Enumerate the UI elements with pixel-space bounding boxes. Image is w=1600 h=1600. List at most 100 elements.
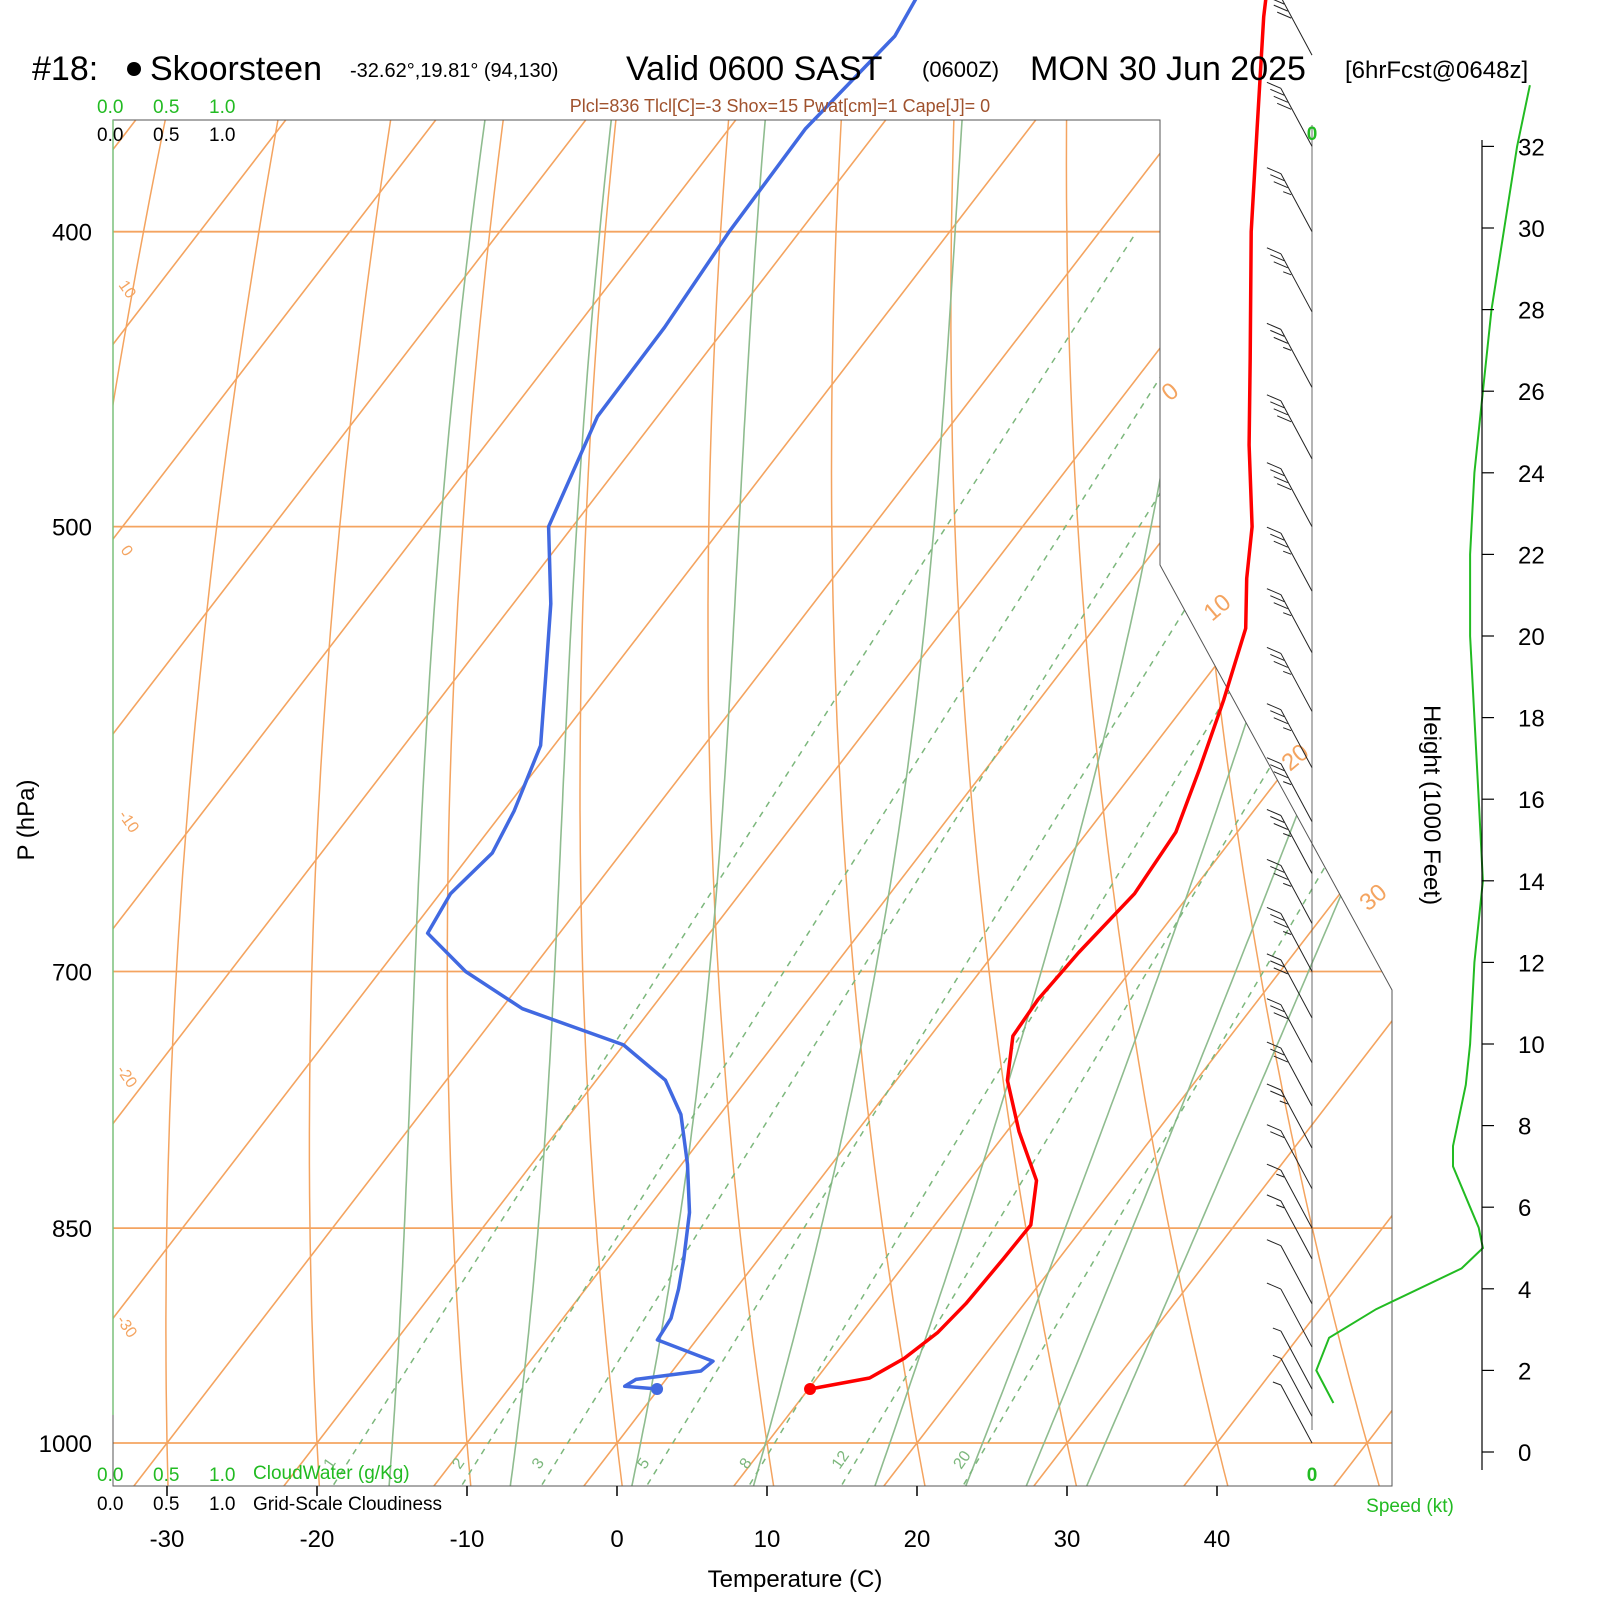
temp-tick-label: -30 <box>150 1526 185 1553</box>
isotherm-line <box>113 120 271 1486</box>
isotherm-line <box>1016 120 1392 1486</box>
wind-barb <box>1266 462 1313 527</box>
barb-half-flag <box>1283 670 1292 675</box>
dry-adiabat <box>579 120 698 1486</box>
barb-shaft <box>1280 1200 1313 1260</box>
height-tick-label: 26 <box>1518 379 1545 406</box>
barb-shaft <box>1280 400 1313 460</box>
isotherm-label: 10 <box>1199 589 1237 627</box>
speed-axis-title: Speed (kt) <box>1366 1496 1454 1517</box>
barb-flag <box>1270 469 1285 477</box>
height-tick-label: 16 <box>1518 787 1545 814</box>
barb-flag <box>1273 4 1288 12</box>
height-tick-label: 24 <box>1518 461 1545 488</box>
barb-shaft <box>1280 653 1313 712</box>
cloudiness-tick-top: 0.0 <box>97 125 123 146</box>
barb-flag <box>1273 602 1288 610</box>
barb-flag <box>1270 595 1285 603</box>
height-tick-label: 32 <box>1518 134 1545 161</box>
mixing-ratio-label: 3 <box>529 1455 548 1472</box>
wind-barb <box>1266 1194 1313 1260</box>
valid-date: MON 30 Jun 2025 <box>1030 50 1306 88</box>
valid-time: Valid 0600 SAST <box>626 50 882 88</box>
mixing-ratio-label: 5 <box>634 1455 653 1472</box>
barb-half-flag <box>1283 931 1292 935</box>
barb-flag <box>1266 809 1282 816</box>
barb-shaft <box>1280 1130 1313 1189</box>
diagram-border <box>112 119 1393 1487</box>
height-tick-label: 6 <box>1518 1195 1531 1222</box>
dry-adiabat <box>1065 120 1235 1486</box>
isotherm-line <box>113 120 1021 1486</box>
barb-flag <box>1266 394 1282 402</box>
barb-flag <box>1266 526 1282 534</box>
pressure-tick-label: 400 <box>52 220 92 247</box>
dry-adiabat <box>446 120 598 1486</box>
barb-half-flag <box>1276 1173 1285 1178</box>
height-tick-label: 8 <box>1518 1114 1531 1141</box>
stability-indices: Plcl=836 Tlcl[C]=-3 Shox=15 Pwat[cm]=1 C… <box>570 96 990 116</box>
height-tick-label: 10 <box>1518 1032 1545 1059</box>
barb-flag <box>1266 858 1282 866</box>
barb-half-flag <box>1276 1204 1285 1209</box>
isotherm-line <box>866 120 1392 1486</box>
pressure-tick-label: 850 <box>52 1216 92 1243</box>
barb-half-flag <box>1283 271 1292 276</box>
temp-tick-label: 30 <box>1054 1526 1081 1553</box>
barb-flag <box>1270 174 1285 182</box>
barb-flag <box>1273 1012 1288 1020</box>
isotherm-line <box>716 120 1392 1486</box>
wind-barb <box>1272 1327 1313 1390</box>
barb-flag <box>1273 408 1288 416</box>
wind-barb <box>1266 526 1313 592</box>
isotherm-line <box>113 120 721 1486</box>
height-tick-label: 22 <box>1518 542 1545 569</box>
x-axis-title: Temperature (C) <box>708 1566 883 1593</box>
barb-shaft <box>1280 1288 1313 1348</box>
wind-barb <box>1266 247 1313 313</box>
sounding-profiles <box>425 0 1268 1396</box>
isotherm-label: 20 <box>1277 739 1315 777</box>
isotherm-label: 0 <box>1157 377 1185 406</box>
barb-shaft <box>1281 0 1313 56</box>
moist-adiabat <box>956 120 1392 1486</box>
cloudiness-tick-top: 1.0 <box>209 125 235 146</box>
mixing-ratio-line <box>455 231 1254 1486</box>
moist-adiabat <box>1016 120 1392 1486</box>
isotherm-label: 30 <box>1355 879 1393 917</box>
barb-flag <box>1273 1055 1288 1063</box>
barb-flag <box>1266 588 1282 596</box>
barb-half-flag <box>1272 1354 1282 1359</box>
barb-flag <box>1266 167 1282 175</box>
temperature-surface-dot <box>804 1383 817 1396</box>
barb-shaft <box>1280 709 1313 768</box>
wind-barb <box>1272 1381 1313 1444</box>
isotherm-line <box>116 120 1392 1486</box>
barb-half-flag <box>1272 1381 1282 1386</box>
cloudiness-tick-bottom: 0.0 <box>97 1494 123 1515</box>
barb-flag <box>1270 710 1285 718</box>
mixing-ratio-label: 2 <box>449 1455 468 1472</box>
station-name: Skoorsteen <box>150 50 322 88</box>
barb-flag <box>1266 953 1282 961</box>
barb-half-flag <box>1283 191 1292 196</box>
barb-half-flag <box>1283 612 1292 617</box>
barb-flag <box>1270 1005 1285 1013</box>
dry-adiabat <box>830 120 930 1486</box>
moist-adiabat <box>866 120 1260 1486</box>
barb-shaft <box>1280 1384 1313 1444</box>
height-tick-label: 18 <box>1518 706 1545 733</box>
wind-barb <box>1266 1163 1313 1229</box>
barb-flag <box>1273 823 1288 830</box>
barb-shaft <box>1280 1047 1313 1107</box>
barb-shaft <box>1280 815 1313 874</box>
height-tick-label: 2 <box>1518 1358 1531 1385</box>
barb-flag <box>1270 88 1285 96</box>
temp-tick-label: 0 <box>610 1526 623 1553</box>
height-tick-label: 12 <box>1518 950 1545 977</box>
barb-flag <box>1270 653 1285 661</box>
barb-flag <box>1273 261 1288 269</box>
barb-half-flag <box>1283 346 1292 351</box>
